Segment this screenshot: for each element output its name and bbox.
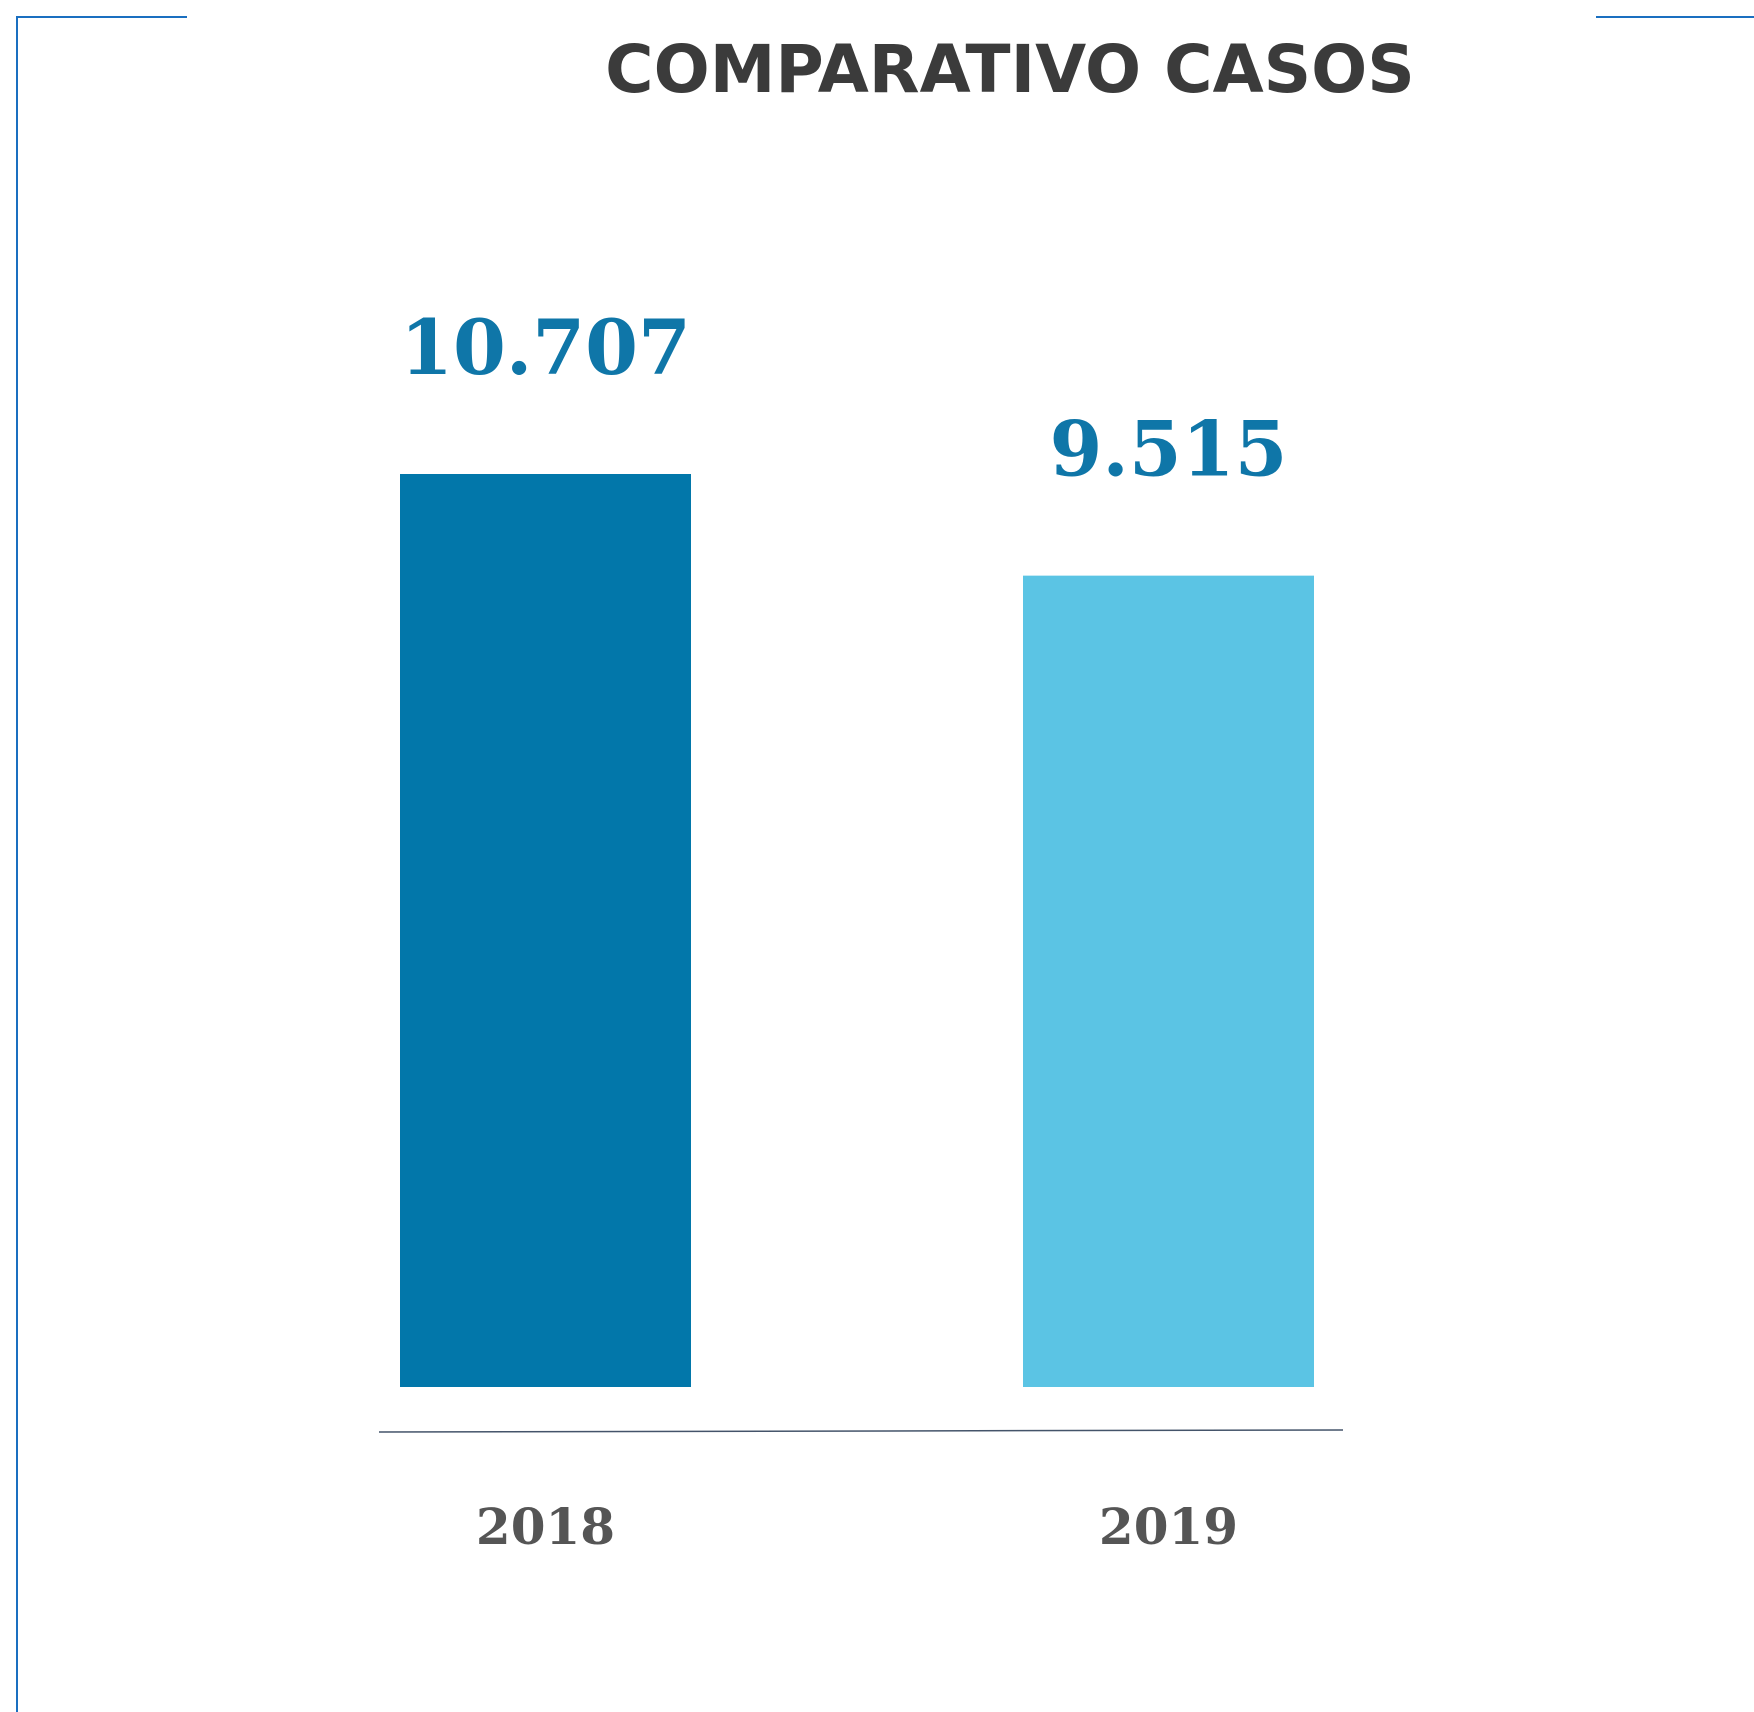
value-label: 9.515 bbox=[1050, 405, 1288, 494]
bar bbox=[400, 474, 691, 1387]
bar bbox=[1023, 575, 1314, 1387]
frame bbox=[16, 16, 1754, 1712]
value-label: 10.707 bbox=[400, 303, 691, 392]
chart-subtitle: COMPARATIVO CASOS bbox=[605, 31, 1415, 108]
x-tick-label: 2018 bbox=[476, 1497, 615, 1556]
frame-left bbox=[16, 16, 187, 1712]
chart-title: TOTAL bbox=[893, 0, 1127, 8]
baseline bbox=[378, 1429, 1344, 1433]
x-tick-label: 2019 bbox=[1099, 1497, 1238, 1556]
